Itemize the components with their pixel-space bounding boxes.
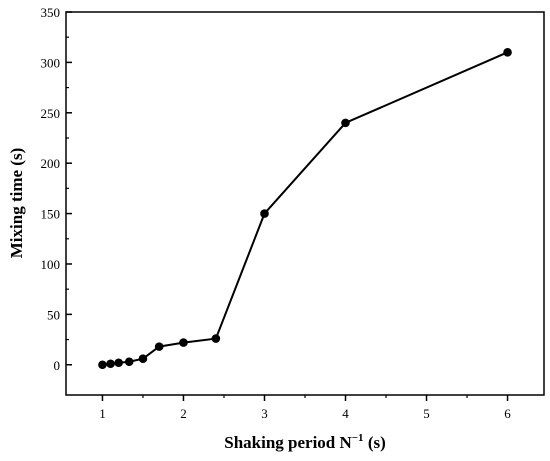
data-point [503, 48, 512, 57]
x-axis-title-sup: −1 [352, 432, 364, 444]
x-tick-label: 5 [423, 406, 430, 421]
data-point [179, 338, 188, 347]
y-axis: 0 50 100 150 200 250 300 350 [41, 5, 72, 373]
data-point [114, 358, 123, 368]
y-tick-label: 100 [41, 257, 61, 272]
x-tick-label: 6 [504, 406, 511, 421]
x-tick-label: 4 [342, 406, 349, 421]
plot-frame [65, 11, 545, 396]
y-tick-label: 250 [41, 106, 61, 121]
data-point [98, 360, 107, 370]
data-point [138, 354, 148, 364]
data-point [124, 357, 134, 367]
x-axis-title: Shaking period N−1 (s) [224, 432, 386, 452]
series-line [102, 51, 508, 366]
data-point [260, 209, 269, 218]
x-tick-label: 3 [261, 406, 268, 421]
x-axis: 1 2 3 4 5 6 [99, 395, 511, 421]
data-point [106, 359, 115, 369]
data-point [341, 118, 350, 128]
x-axis-title-main: Shaking period N [224, 433, 352, 452]
x-tick-label: 2 [180, 406, 187, 421]
data-points [98, 48, 512, 370]
y-axis-title: Mixing time (s) [7, 148, 26, 258]
y-tick-label: 50 [47, 307, 60, 322]
x-tick-label: 1 [99, 406, 106, 421]
y-tick-label: 200 [41, 156, 61, 171]
y-tick-label: 300 [41, 55, 61, 70]
y-tick-label: 0 [54, 358, 61, 373]
y-tick-label: 150 [41, 207, 61, 222]
data-point [211, 334, 221, 343]
x-axis-title-unit: (s) [364, 433, 386, 452]
y-tick-label: 350 [41, 5, 61, 20]
data-point [154, 342, 164, 351]
